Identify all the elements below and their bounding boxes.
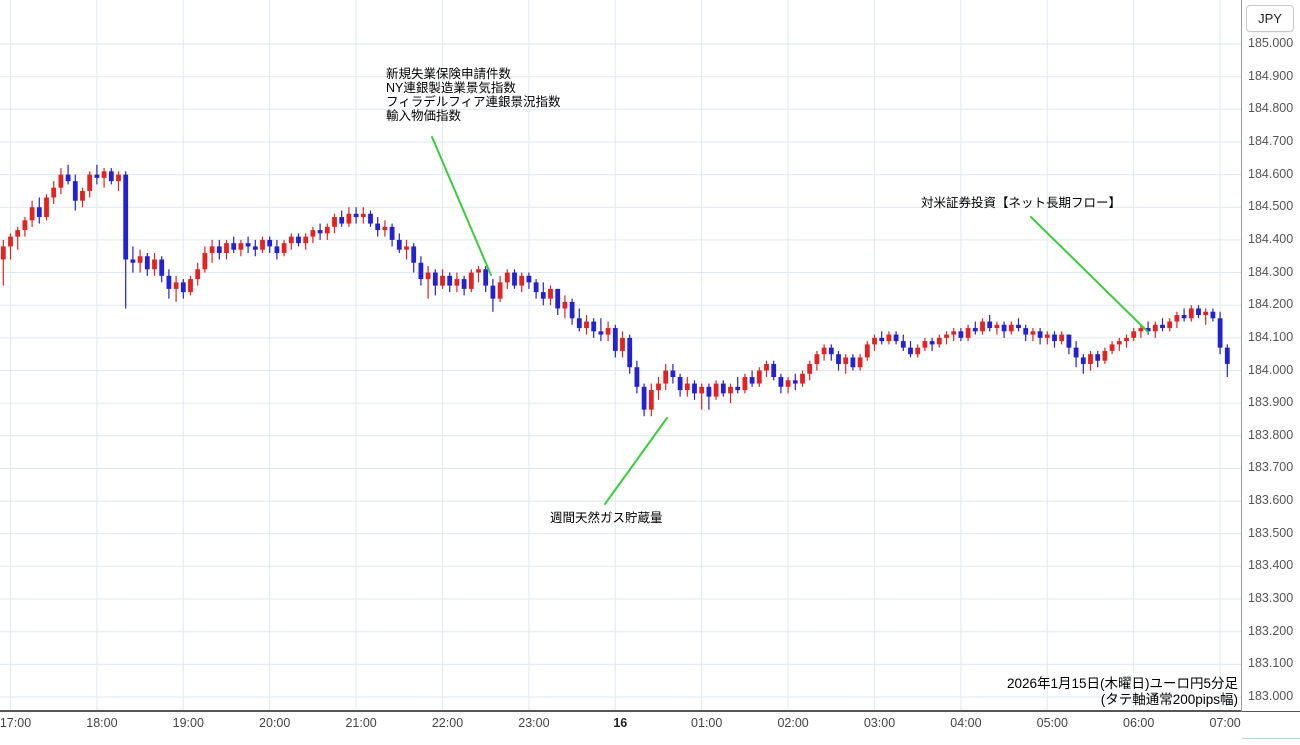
- price-tick-label: 183.400: [1248, 558, 1294, 573]
- price-tick-label: 184.300: [1248, 264, 1294, 279]
- time-tick-label: 18:00: [86, 716, 118, 730]
- chart-title: 2026年1月15日(木曜日)ユーロ円5分足: [1006, 676, 1238, 691]
- price-tick-label: 185.000: [1248, 36, 1294, 50]
- price-tick-label: 184.800: [1248, 101, 1294, 116]
- price-tick-label: 184.500: [1248, 199, 1294, 214]
- price-tick-label: 183.100: [1248, 656, 1294, 671]
- time-tick-label: 04:00: [950, 716, 982, 730]
- time-tick-label: 05:00: [1036, 716, 1068, 730]
- time-tick-label: 06:00: [1123, 716, 1155, 730]
- time-tick-label: 03:00: [863, 716, 896, 730]
- time-tick-label: 16: [613, 716, 628, 730]
- time-tick-label: 02:00: [777, 716, 809, 730]
- price-axis: JPY 185.000 184.900 184.800 184.700 184.600 1…: [1242, 0, 1300, 711]
- price-tick-label: 183.600: [1248, 493, 1294, 508]
- x-axis-line: [0, 710, 1300, 712]
- price-tick-label: 183.800: [1248, 427, 1294, 442]
- chart-subtitle: (タテ軸通常200pips幅): [1100, 692, 1238, 707]
- time-tick-label: 01:00: [691, 716, 723, 730]
- time-axis: 17:00 18:00 19:00 20:00 21:00 22:00 23:00 16 01:…: [0, 712, 1242, 739]
- price-tick-label: 183.500: [1248, 525, 1294, 540]
- annotation-natural-gas: 週間天然ガス貯蔵量: [550, 511, 663, 525]
- time-tick-label: 17:00: [0, 716, 32, 730]
- time-tick-label: 07:00: [1209, 716, 1241, 730]
- price-tick-label: 184.400: [1248, 231, 1294, 246]
- price-tick-label: 184.900: [1248, 68, 1294, 83]
- time-tick-label: 23:00: [518, 716, 550, 730]
- currency-label: JPY: [1258, 11, 1282, 26]
- price-tick-label: 183.000: [1248, 689, 1294, 703]
- price-tick-label: 184.200: [1248, 297, 1294, 312]
- price-tick-label: 184.000: [1248, 362, 1294, 377]
- price-tick-label: 183.700: [1248, 460, 1294, 475]
- candlestick-plot-area[interactable]: [0, 0, 1242, 711]
- price-tick-label: 183.900: [1248, 395, 1294, 410]
- price-tick-label: 184.600: [1248, 166, 1294, 181]
- time-tick-label: 21:00: [345, 716, 377, 730]
- price-tick-label: 183.300: [1248, 591, 1294, 606]
- time-tick-label: 20:00: [259, 716, 291, 730]
- price-tick-label: 184.700: [1248, 133, 1294, 148]
- annotation-tic-flows: 対米証券投資【ネット長期フロー】: [921, 196, 1122, 210]
- price-axis-separator: [1241, 0, 1242, 738]
- currency-label-badge: JPY: [1246, 5, 1294, 32]
- annotation-economic-indicators: 新規失業保険申請件数 NY連銀製造業景気指数 フィラデルフィア連銀景況指数 輸入物価指…: [386, 67, 561, 123]
- time-tick-label: 19:00: [172, 716, 204, 730]
- time-tick-label: 22:00: [431, 716, 464, 730]
- price-tick-label: 183.200: [1248, 623, 1294, 638]
- chart-caption: 2026年1月15日(木曜日)ユーロ円5分足 (タテ軸通常200pips幅): [1007, 676, 1238, 708]
- price-tick-label: 184.100: [1248, 329, 1294, 344]
